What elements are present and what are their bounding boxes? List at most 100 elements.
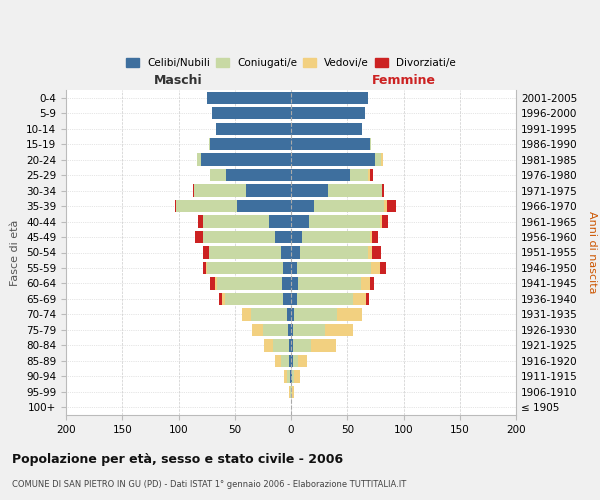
Bar xyxy=(197,154,201,166)
Bar xyxy=(382,216,388,228)
Bar xyxy=(209,246,281,258)
Text: Popolazione per età, sesso e stato civile - 2006: Popolazione per età, sesso e stato civil… xyxy=(12,452,343,466)
Bar xyxy=(300,246,367,258)
Y-axis label: Anni di nascita: Anni di nascita xyxy=(587,211,597,294)
Bar xyxy=(284,370,287,382)
Bar xyxy=(291,122,362,135)
Text: Maschi: Maschi xyxy=(154,74,203,87)
Bar xyxy=(175,200,176,212)
Bar xyxy=(197,216,203,228)
Bar xyxy=(372,231,377,243)
Bar xyxy=(287,324,291,336)
Legend: Celibi/Nubili, Coniugati/e, Vedovi/e, Divorziati/e: Celibi/Nubili, Coniugati/e, Vedovi/e, Di… xyxy=(124,56,458,70)
Bar xyxy=(302,231,370,243)
Bar xyxy=(210,169,226,181)
Text: Femmine: Femmine xyxy=(371,74,436,87)
Bar xyxy=(325,324,353,336)
Bar xyxy=(212,107,291,120)
Bar xyxy=(370,278,374,289)
Bar xyxy=(370,169,373,181)
Bar xyxy=(296,262,371,274)
Bar xyxy=(290,370,291,382)
Bar xyxy=(291,138,370,150)
Bar xyxy=(382,184,385,197)
Bar xyxy=(287,308,291,320)
Bar xyxy=(291,169,349,181)
Bar xyxy=(206,262,283,274)
Bar xyxy=(281,246,291,258)
Bar xyxy=(203,231,275,243)
Bar xyxy=(380,262,386,274)
Bar xyxy=(196,231,203,243)
Bar xyxy=(295,370,300,382)
Bar xyxy=(223,292,224,305)
Bar xyxy=(353,292,367,305)
Bar xyxy=(289,386,290,398)
Bar xyxy=(275,354,281,367)
Bar xyxy=(251,308,287,320)
Bar xyxy=(219,292,223,305)
Bar xyxy=(281,354,289,367)
Bar xyxy=(291,292,296,305)
Bar xyxy=(291,154,376,166)
Bar xyxy=(292,386,295,398)
Bar xyxy=(367,292,368,305)
Bar xyxy=(203,246,209,258)
Bar xyxy=(361,278,370,289)
Bar xyxy=(370,138,371,150)
Bar xyxy=(291,262,296,274)
Bar xyxy=(314,200,385,212)
Bar xyxy=(293,339,311,351)
Bar xyxy=(263,324,287,336)
Bar xyxy=(291,354,293,367)
Bar xyxy=(215,278,217,289)
Bar xyxy=(291,324,293,336)
Bar xyxy=(372,246,381,258)
Bar xyxy=(298,354,307,367)
Bar xyxy=(215,122,291,135)
Bar xyxy=(296,292,353,305)
Bar xyxy=(226,169,291,181)
Bar xyxy=(283,292,291,305)
Bar xyxy=(371,262,380,274)
Bar xyxy=(269,216,291,228)
Bar xyxy=(210,138,291,150)
Bar xyxy=(386,200,395,212)
Bar xyxy=(264,339,273,351)
Bar xyxy=(367,246,372,258)
Bar xyxy=(385,200,386,212)
Bar xyxy=(311,339,336,351)
Bar xyxy=(290,386,291,398)
Bar xyxy=(203,216,269,228)
Bar xyxy=(291,107,365,120)
Bar xyxy=(291,278,298,289)
Bar xyxy=(203,262,205,274)
Bar xyxy=(291,184,328,197)
Bar xyxy=(291,386,292,398)
Bar xyxy=(201,154,291,166)
Bar xyxy=(381,154,383,166)
Bar xyxy=(246,184,291,197)
Bar xyxy=(291,216,309,228)
Bar xyxy=(367,169,370,181)
Bar xyxy=(292,370,295,382)
Bar xyxy=(275,231,291,243)
Bar xyxy=(291,308,295,320)
Y-axis label: Fasce di età: Fasce di età xyxy=(10,220,20,286)
Bar xyxy=(210,278,215,289)
Bar xyxy=(287,370,290,382)
Bar xyxy=(293,354,298,367)
Bar xyxy=(206,92,291,104)
Bar xyxy=(209,138,210,150)
Bar xyxy=(380,216,382,228)
Bar xyxy=(291,246,300,258)
Bar xyxy=(217,278,282,289)
Bar xyxy=(237,200,291,212)
Bar xyxy=(289,339,291,351)
Bar xyxy=(291,92,367,104)
Bar xyxy=(293,324,325,336)
Bar xyxy=(283,262,291,274)
Bar xyxy=(193,184,194,197)
Bar xyxy=(289,354,291,367)
Bar xyxy=(376,154,381,166)
